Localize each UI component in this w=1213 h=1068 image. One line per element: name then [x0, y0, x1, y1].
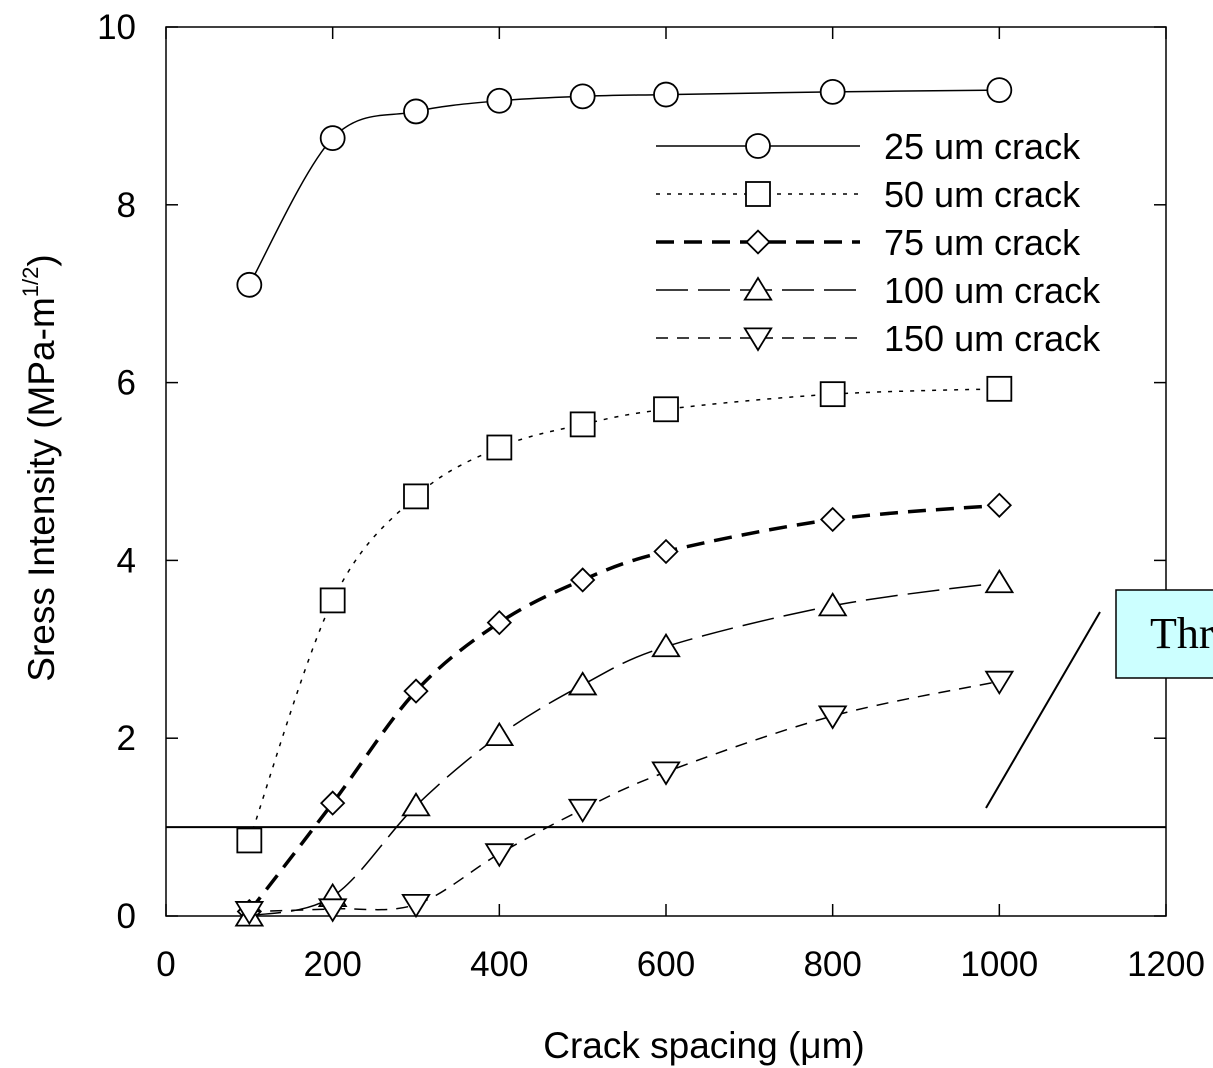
- data-point: [486, 87, 513, 114]
- data-point: [319, 790, 346, 816]
- legend-marker: [745, 133, 771, 159]
- data-point: [403, 98, 429, 125]
- x-tick-label: 400: [470, 945, 528, 984]
- legend-label: 25 um crack: [884, 126, 1081, 167]
- data-point: [484, 721, 515, 747]
- data-point: [986, 375, 1013, 402]
- legend-marker: [743, 327, 773, 352]
- y-tick-label: 8: [117, 186, 136, 225]
- legend-marker: [743, 276, 773, 301]
- y-axis-title-superscript: 1/2: [18, 267, 43, 298]
- x-tick-label: 600: [637, 945, 695, 984]
- legend-item: 100 um crack: [656, 270, 1101, 311]
- data-point: [567, 671, 598, 696]
- data-point: [819, 506, 846, 533]
- legend: 25 um crack 50 um crack 75 um crack 100 um …: [656, 126, 1101, 359]
- callout-text: Thr: [1150, 609, 1213, 658]
- legend-label: 50 um crack: [884, 174, 1081, 215]
- legend-item: 75 um crack: [656, 222, 1081, 263]
- data-point: [236, 271, 263, 298]
- data-point: [234, 901, 265, 926]
- callout-box: [1115, 589, 1213, 679]
- data-point: [486, 434, 513, 461]
- legend-item: 150 um crack: [656, 318, 1101, 359]
- y-tick-label: 2: [117, 719, 136, 758]
- data-point: [651, 632, 681, 658]
- legend-label: 75 um crack: [884, 222, 1081, 263]
- y-tick-label: 0: [117, 897, 136, 936]
- callout-leader-line: [985, 611, 1101, 809]
- series-1: [236, 77, 1013, 298]
- x-tick-label: 800: [803, 945, 861, 984]
- data-point: [317, 898, 348, 923]
- x-axis-title: Crack spacing (μm): [543, 1025, 865, 1066]
- data-point: [569, 567, 596, 593]
- y-tick-label: 4: [117, 541, 136, 580]
- x-tick-label: 1000: [960, 945, 1038, 984]
- data-point: [567, 798, 598, 824]
- series-5: [234, 670, 1015, 926]
- data-point: [819, 381, 846, 408]
- data-point: [986, 492, 1013, 518]
- data-point: [319, 125, 346, 152]
- data-point: [986, 77, 1013, 104]
- data-point: [403, 483, 429, 510]
- series-2: [236, 375, 1013, 854]
- data-point: [651, 761, 681, 786]
- legend-label: 100 um crack: [884, 270, 1101, 311]
- data-point: [653, 81, 679, 108]
- x-tick-label: 200: [303, 945, 361, 984]
- y-axis-title-suffix: ): [21, 254, 62, 266]
- y-axis-title: Sress Intensity (MPa-m1/2): [18, 254, 62, 681]
- data-point: [817, 592, 848, 617]
- data-point: [486, 609, 513, 636]
- data-point: [653, 396, 679, 423]
- data-point: [236, 827, 263, 854]
- data-point: [653, 538, 679, 565]
- data-point: [819, 78, 846, 105]
- data-point: [984, 568, 1015, 594]
- series-4: [234, 568, 1015, 927]
- data-point: [984, 670, 1015, 696]
- data-point: [569, 411, 596, 438]
- series-line: [248, 388, 1000, 841]
- legend-marker: [745, 229, 771, 255]
- callout: Thr: [985, 589, 1213, 809]
- legend-item: 50 um crack: [656, 174, 1081, 215]
- y-tick-label: 6: [117, 364, 136, 403]
- data-point: [403, 678, 429, 704]
- y-axis-title-main: Sress Intensity (MPa-m: [21, 297, 62, 681]
- legend-marker: [745, 181, 771, 207]
- series-layer: [234, 77, 1015, 927]
- legend-item: 25 um crack: [656, 126, 1081, 167]
- data-point: [401, 792, 431, 817]
- y-tick-label: 10: [97, 8, 136, 47]
- data-point: [401, 893, 431, 919]
- axes: 0 200 400 600 800 1000 1200 0 2 4 6 8 10: [97, 8, 1205, 984]
- data-point: [817, 705, 848, 730]
- data-point: [569, 83, 596, 110]
- series-line: [247, 503, 1000, 913]
- legend-label: 150 um crack: [884, 318, 1101, 359]
- x-tick-label: 0: [156, 945, 175, 984]
- series-line: [249, 581, 1000, 917]
- series-line: [249, 680, 1000, 913]
- data-point: [484, 843, 515, 868]
- data-point: [319, 587, 346, 614]
- x-tick-label: 1200: [1127, 945, 1205, 984]
- series-3: [236, 492, 1013, 925]
